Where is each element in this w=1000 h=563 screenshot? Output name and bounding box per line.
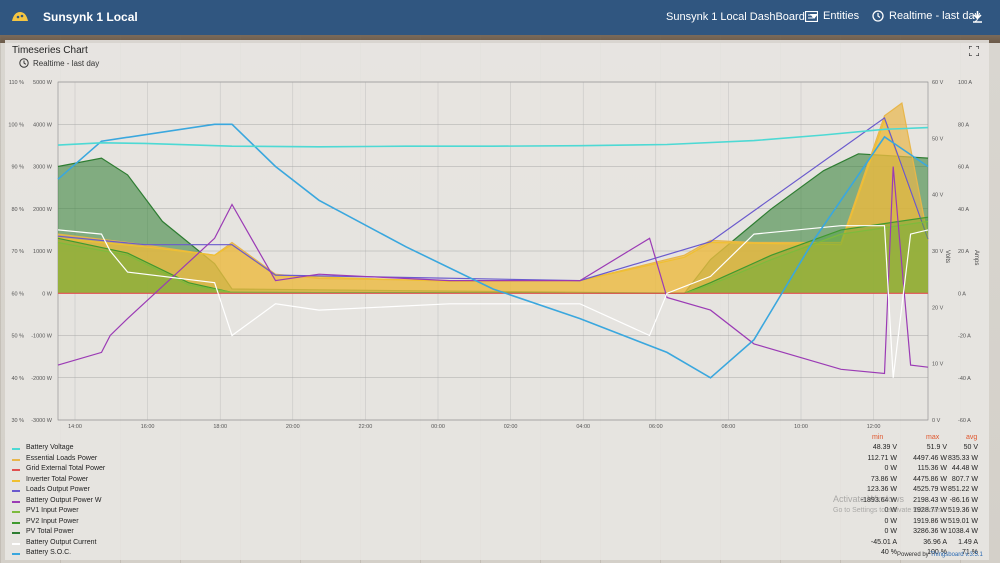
top-toolbar: Sunsynk 1 Local Sunsynk 1 Local DashBoar… xyxy=(0,0,1000,35)
legend-min-value: 73.86 W xyxy=(870,475,897,483)
legend-min-value: 48.39 V xyxy=(872,444,897,451)
widget-timewindow[interactable]: Realtime - last day xyxy=(19,58,99,68)
legend-avg-value: -86.16 W xyxy=(949,496,978,504)
legend-row[interactable]: Battery Output Power W -1893.64 W 2198.43 … xyxy=(5,497,985,507)
thingsboard-logo-icon[interactable] xyxy=(10,9,30,25)
legend-avg-value: 71 % xyxy=(962,549,978,556)
legend-avg-value: 519.36 W xyxy=(948,507,978,514)
fullscreen-icon[interactable] xyxy=(969,46,979,56)
legend-min-value: 0 W xyxy=(884,465,897,472)
legend-min-value: 40 % xyxy=(881,549,897,556)
download-icon[interactable] xyxy=(972,11,983,23)
legend-avg-value: 44.48 W xyxy=(951,465,978,472)
legend-series-name: PV Total Power xyxy=(26,528,74,535)
legend-min-value: 123.36 W xyxy=(867,486,897,493)
entities-icon xyxy=(805,10,818,22)
legend-avg-value: 519.01 W xyxy=(948,517,978,525)
dashboard-select[interactable]: Sunsynk 1 Local DashBoard xyxy=(666,11,818,23)
legend-series-name: Inverter Total Power xyxy=(26,475,89,483)
legend-max-value: 2198.43 W xyxy=(913,496,947,504)
timewindow-label: Realtime - last day xyxy=(889,10,981,22)
legend-swatch xyxy=(12,542,20,545)
legend-swatch xyxy=(12,500,20,503)
legend-row[interactable]: Battery Output Current -45.01 A 36.96 A 1.4… xyxy=(5,539,985,549)
legend-max-value: 1919.86 W xyxy=(913,517,947,525)
legend-series-name: PV2 Input Power xyxy=(26,517,79,525)
legend-swatch xyxy=(12,511,20,513)
widget-timewindow-label: Realtime - last day xyxy=(33,58,100,68)
powered-by: Powered by Thingsboard v.3.5.1 xyxy=(897,552,983,558)
widget-title: Timeseries Chart xyxy=(12,45,88,56)
watermark-line2: Go to Settings to activate Windows. xyxy=(833,507,944,514)
legend-series-name: PV1 Input Power xyxy=(26,507,79,514)
legend-row[interactable]: Battery Voltage 48.39 V 51.9 V 50 V xyxy=(5,444,985,454)
legend-avg-value: 851.22 W xyxy=(948,486,978,493)
legend-avg-value: 1.49 A xyxy=(958,538,978,546)
legend-series-name: Essential Loads Power xyxy=(26,454,98,462)
legend-swatch xyxy=(12,458,20,461)
legend-series-name: Loads Output Power xyxy=(26,486,90,493)
legend-swatch xyxy=(12,490,20,492)
legend-max-value: 4525.79 W xyxy=(913,486,947,493)
legend-series-name: Battery Voltage xyxy=(26,444,74,451)
powered-prefix: Powered by xyxy=(897,552,929,558)
legend-row[interactable]: Inverter Total Power 73.86 W 4475.86 W 807.… xyxy=(5,476,985,486)
legend-avg-value: 835.33 W xyxy=(948,454,978,462)
legend-swatch xyxy=(12,469,20,471)
legend-series-name: Grid External Total Power xyxy=(26,465,106,472)
entities-button[interactable]: Entities xyxy=(805,10,859,22)
legend-min-value: 112.71 W xyxy=(867,454,897,462)
legend-swatch xyxy=(12,521,20,524)
legend-row[interactable]: Battery S.O.C. 40 % 100 % 71 % xyxy=(5,549,985,559)
dashboard-select-label: Sunsynk 1 Local DashBoard xyxy=(666,11,805,23)
legend-row[interactable]: Loads Output Power 123.36 W 4525.79 W 851.2… xyxy=(5,486,985,496)
legend-avg-value: 807.7 W xyxy=(951,475,978,483)
legend-max-value: 1928.77 W xyxy=(913,507,947,514)
legend-row[interactable]: PV1 Input Power 0 W 1928.77 W 519.36 W xyxy=(5,507,985,517)
legend-min-value: -45.01 A xyxy=(870,538,897,546)
legend-series-name: Battery S.O.C. xyxy=(26,549,72,556)
legend-min-value: 0 W xyxy=(884,507,897,514)
legend-row[interactable]: PV2 Input Power 0 W 1919.86 W 519.01 W xyxy=(5,518,985,528)
app-title: Sunsynk 1 Local xyxy=(43,10,138,24)
legend-max-value: 4475.86 W xyxy=(913,475,947,483)
legend-max-header: max xyxy=(926,434,940,441)
legend-max-value: 4497.46 W xyxy=(913,454,947,462)
chevron-down-icon xyxy=(809,14,818,19)
legend-min-header: min xyxy=(872,434,884,441)
legend-min-value: -1893.64 W xyxy=(860,496,897,504)
powered-brand[interactable]: Thingsboard v.3.5.1 xyxy=(930,552,983,558)
legend-series-name: Battery Output Power W xyxy=(26,496,102,504)
legend-max-value: 3286.36 W xyxy=(913,528,947,535)
legend-min-value: 0 W xyxy=(884,517,897,525)
clock-icon xyxy=(19,58,29,68)
legend-avg-header: avg xyxy=(966,434,978,441)
timewindow-button[interactable]: Realtime - last day xyxy=(872,10,980,22)
legend-swatch xyxy=(12,532,20,534)
watermark-line1: Activate Windows xyxy=(833,494,905,504)
legend-max-value: 36.96 A xyxy=(923,538,947,546)
legend-row[interactable]: Grid External Total Power 0 W 115.36 W 44.4… xyxy=(5,465,985,475)
legend-row[interactable]: Essential Loads Power 112.71 W 4497.46 W 83… xyxy=(5,455,985,465)
entities-label: Entities xyxy=(823,10,860,22)
legend-swatch xyxy=(12,448,20,450)
legend-swatch xyxy=(12,479,20,482)
legend-series-name: Battery Output Current xyxy=(26,538,97,546)
legend-avg-value: 50 V xyxy=(963,444,978,451)
legend-max-value: 51.9 V xyxy=(926,444,947,451)
legend-swatch xyxy=(12,553,20,555)
legend-max-value: 115.36 W xyxy=(917,465,947,472)
legend-avg-value: 1038.4 W xyxy=(948,528,978,535)
clock-icon xyxy=(872,10,884,22)
legend-row[interactable]: PV Total Power 0 W 3286.36 W 1038.4 W xyxy=(5,528,985,538)
legend-min-value: 0 W xyxy=(884,528,897,535)
legend-max-value: 100 % xyxy=(927,549,947,556)
